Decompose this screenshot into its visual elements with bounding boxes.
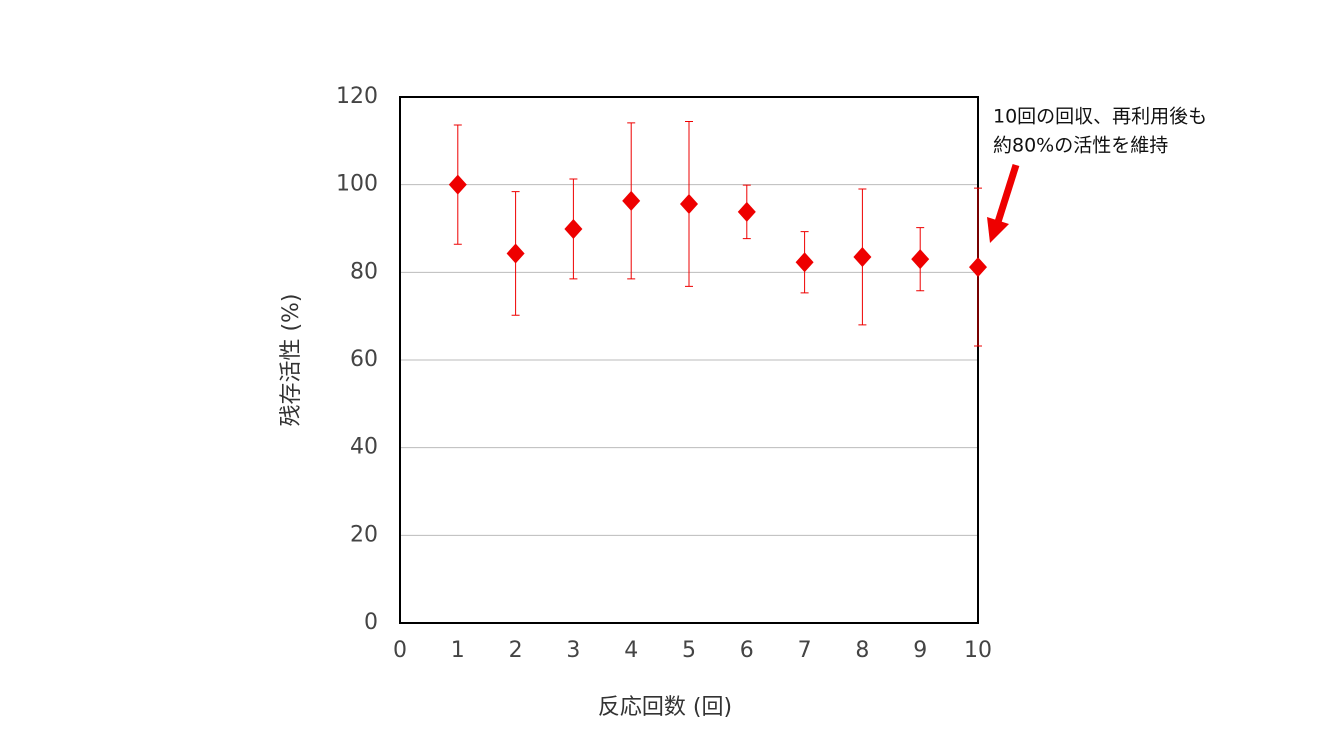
marker <box>448 174 467 195</box>
y-tick-label: 80 <box>350 259 378 284</box>
marker <box>506 243 525 264</box>
marker <box>911 249 930 270</box>
marker <box>795 252 814 273</box>
annotation-arrow <box>994 163 1020 224</box>
annotation-line: 約80%の活性を維持 <box>993 135 1168 157</box>
plot-frame <box>399 96 979 624</box>
annotation-line: 10回の回収、再利用後も <box>993 106 1207 128</box>
y-tick-label: 40 <box>350 435 378 460</box>
x-tick-label: 2 <box>509 638 523 663</box>
y-tick-label: 100 <box>336 172 378 197</box>
annotation-arrow-head <box>987 217 1009 243</box>
x-tick-label: 5 <box>682 638 696 663</box>
marker <box>737 201 756 222</box>
x-tick-label: 9 <box>913 638 927 663</box>
x-tick-label: 7 <box>798 638 812 663</box>
x-tick-label: 10 <box>964 638 992 663</box>
x-axis-label: 反応回数 (回) <box>598 695 732 720</box>
marker <box>564 218 583 239</box>
x-tick-label: 4 <box>624 638 638 663</box>
marker <box>969 257 987 278</box>
x-tick-label: 1 <box>451 638 465 663</box>
y-tick-label: 120 <box>336 84 378 109</box>
x-tick-label: 3 <box>566 638 580 663</box>
x-tick-label: 8 <box>855 638 869 663</box>
y-tick-label: 60 <box>350 347 378 372</box>
marker <box>622 190 641 211</box>
x-tick-label: 6 <box>740 638 754 663</box>
y-tick-label: 0 <box>364 610 378 635</box>
x-tick-label: 0 <box>393 638 407 663</box>
y-axis-label: 残存活性 (%) <box>279 293 304 426</box>
y-tick-label: 20 <box>350 522 378 547</box>
marker <box>680 193 698 214</box>
marker <box>853 246 872 267</box>
